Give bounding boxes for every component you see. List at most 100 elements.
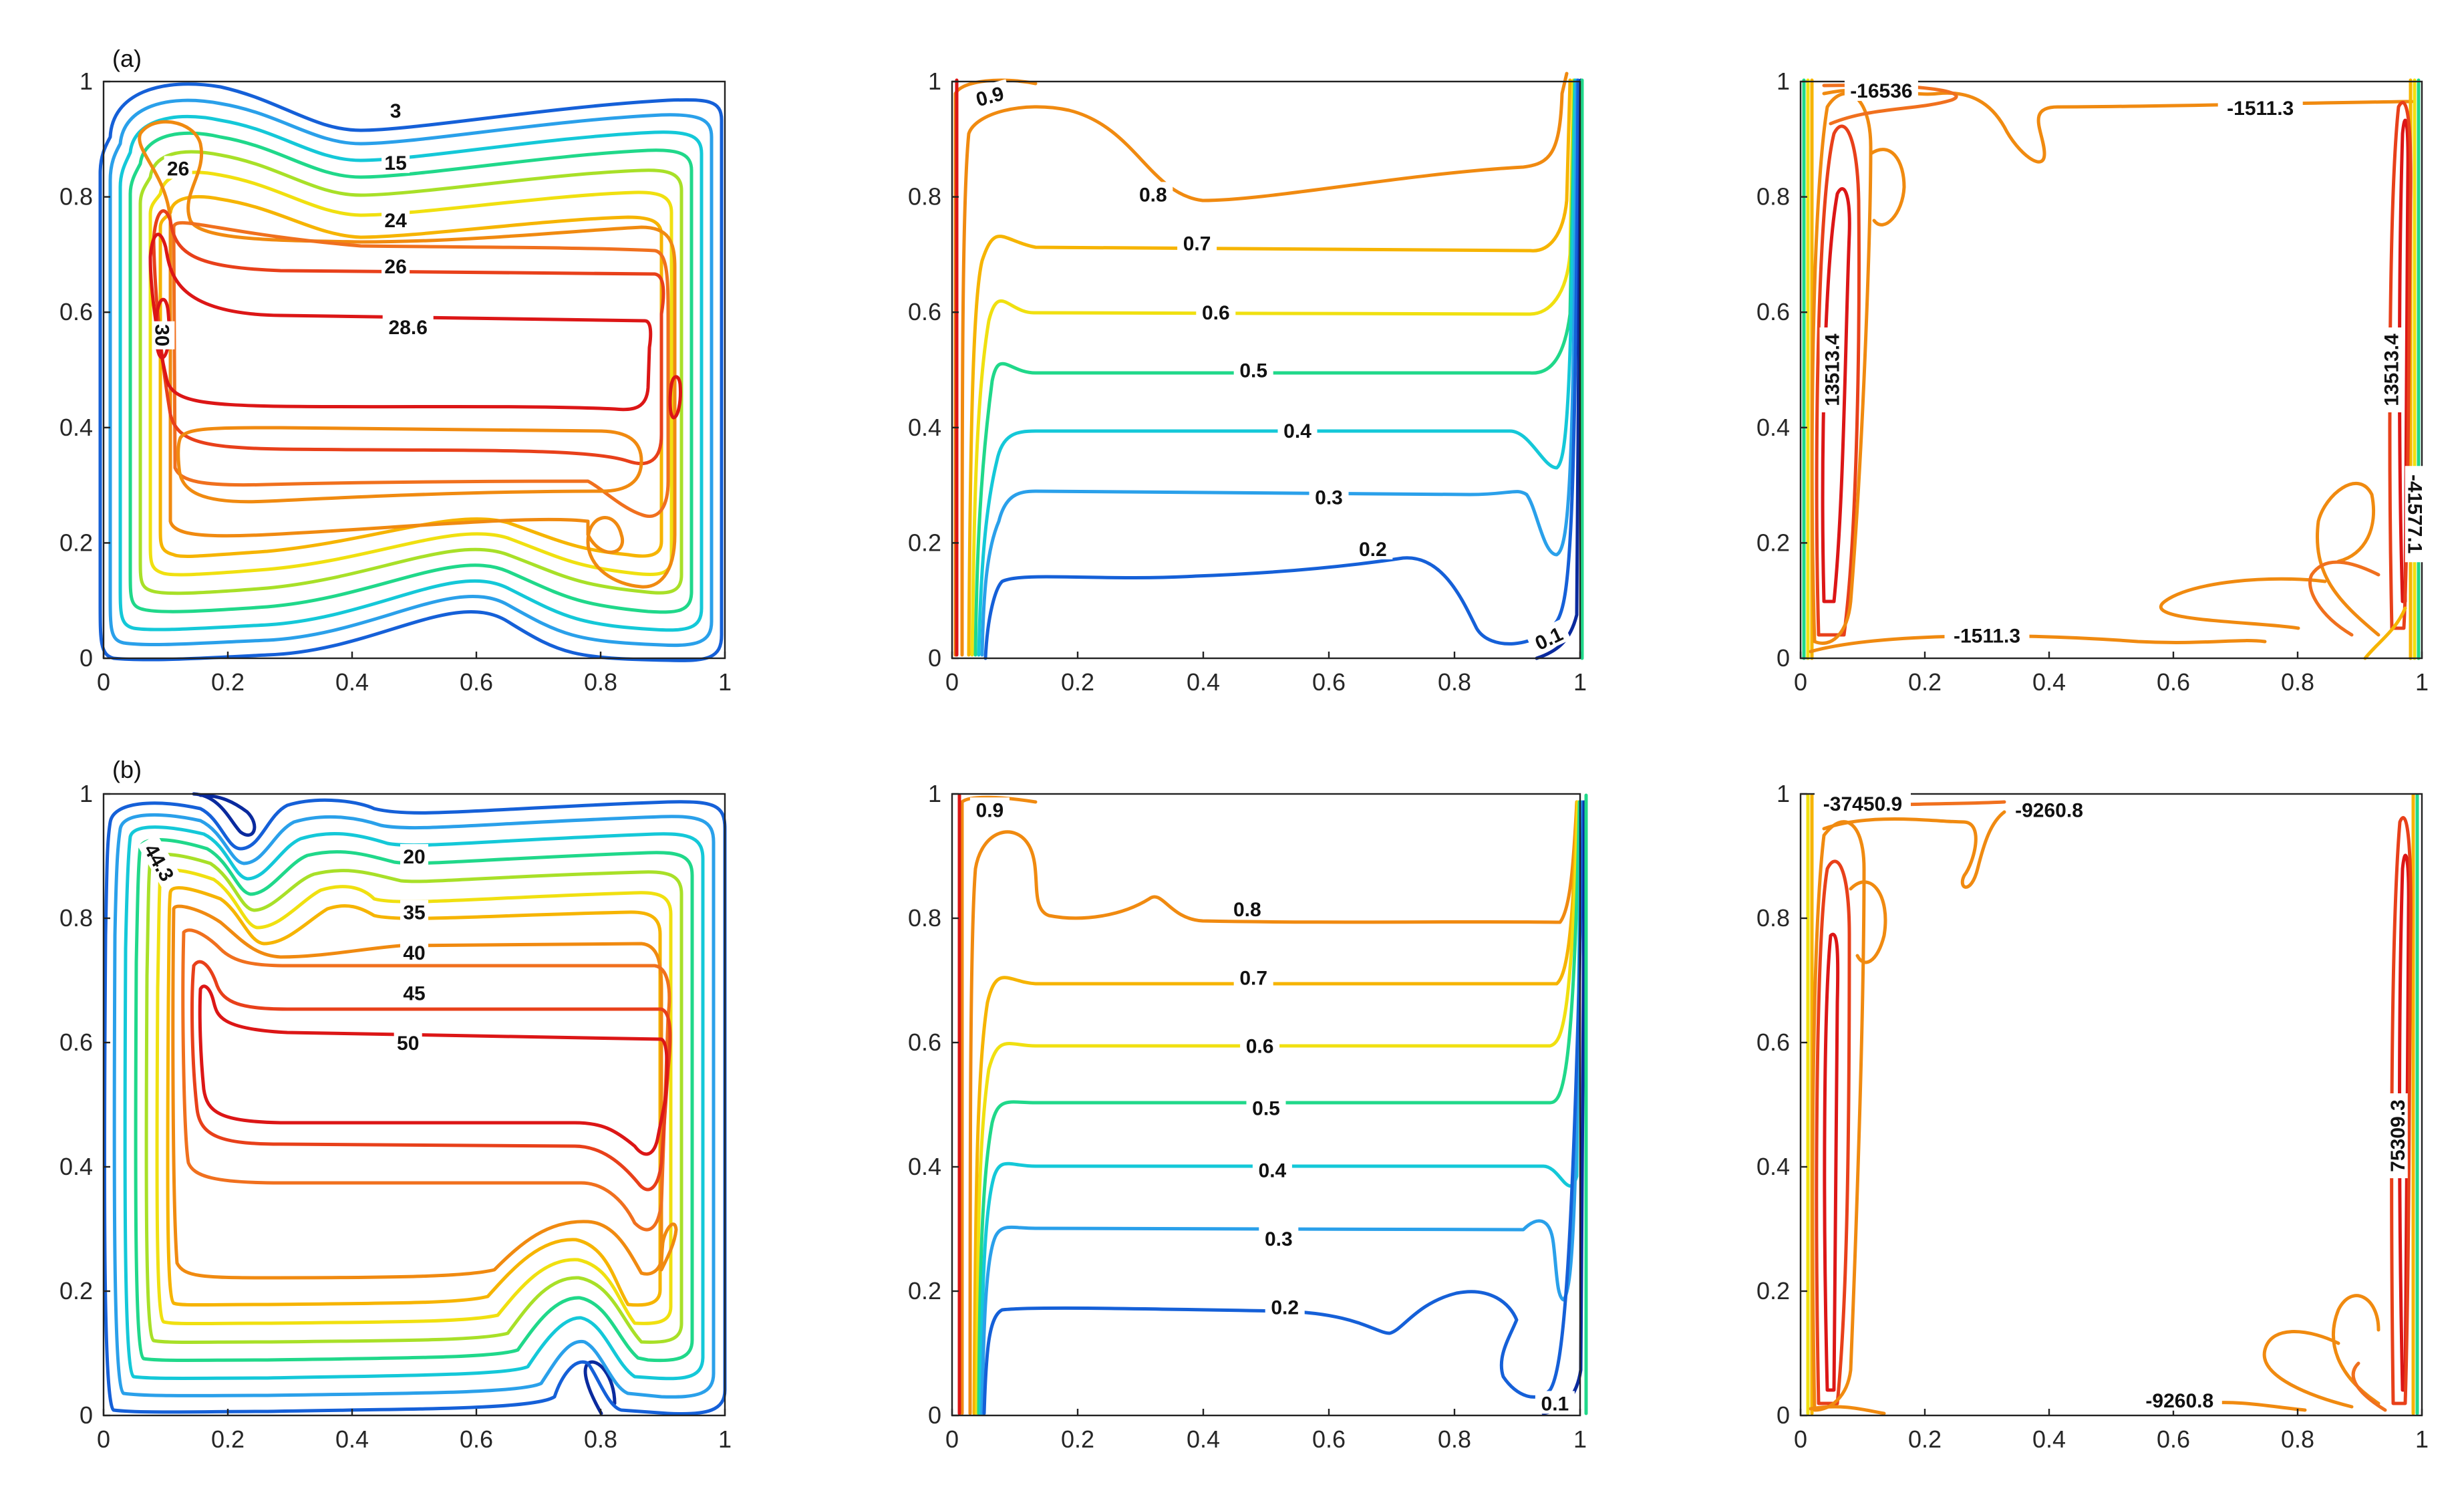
x-tick-label: 1 (1573, 1425, 1587, 1453)
y-tick-label: 1 (80, 780, 93, 807)
y-tick-label: 0 (80, 1401, 93, 1429)
streamline-7 (158, 194, 663, 558)
y-tick-label: 0.8 (1756, 904, 1790, 932)
y-tick-label: 0.6 (1756, 298, 1790, 325)
streamline-b-6 (134, 837, 694, 1363)
streamline-11 (148, 233, 653, 412)
contour-label: 13513.4 (1819, 327, 1844, 412)
contour-label-text: 0.3 (1315, 487, 1343, 509)
contour-label-background (381, 254, 410, 277)
y-tick-label: 0.6 (908, 298, 941, 325)
entropy-right-lobe-1 (2316, 481, 2380, 637)
streamline-b-9 (166, 886, 662, 1307)
isotherm-b-0.6 (975, 800, 1580, 1415)
contour-label: 40 (400, 940, 428, 964)
y-tick-label: 0.2 (59, 1277, 93, 1305)
contour-label-text: 26 (167, 158, 189, 180)
panel-b-streamlines: (b) 0 0.2 0.4 0.6 0.8 100.20.40.60.81 44.3 203… (59, 756, 732, 1453)
contour-label: -1511.3 (1944, 623, 2030, 647)
contour-label-background (152, 321, 175, 350)
contour-label-text: 0.4 (1259, 1160, 1287, 1182)
y-tick-label: 1 (80, 67, 93, 95)
entropy-b-left-lobe (1849, 880, 1887, 964)
contour-label-background (1815, 791, 1911, 814)
contour-label-text: 13513.4 (1822, 333, 1844, 406)
contour-label: 0.2 (1353, 537, 1393, 561)
contour-label-background (1252, 1157, 1292, 1181)
contour-label-text: 0.5 (1239, 360, 1267, 382)
streamline-5 (138, 150, 683, 595)
contour-label: 0.4 (1252, 1157, 1292, 1182)
x-tick-label: 1 (718, 668, 732, 696)
contour-label-text: 75309.3 (2387, 1099, 2409, 1172)
contour-label: 0.5 (1246, 1095, 1286, 1120)
contour-label: -16536 (1844, 78, 1918, 102)
streamline-3 (118, 115, 704, 632)
contour-label-text: -1511.3 (2227, 98, 2294, 120)
contour-label-background (1844, 78, 1918, 101)
x-tick-label: 0.8 (584, 1425, 617, 1453)
contour-label-text: 30 (150, 324, 172, 346)
x-tick-label: 0.6 (2157, 668, 2190, 696)
isotherm-b-0.9 (960, 795, 1038, 1415)
contour-label-text: -37450.9 (1823, 793, 1902, 815)
contour-label: 0.8 (1227, 897, 1267, 921)
streamline-b-8 (155, 868, 673, 1325)
contour-label: 15 (381, 150, 410, 174)
y-tick-label: 0.6 (1756, 1029, 1790, 1056)
x-tick-label: 0.6 (1312, 668, 1346, 696)
streamline-b-13 (198, 984, 669, 1156)
streamline-b-4 (112, 813, 716, 1399)
y-tick-label: 0 (928, 644, 941, 672)
streamline-b-7 (144, 853, 683, 1344)
entropy-left-loop-1 (1821, 187, 1851, 603)
streamline-b-14 (659, 1222, 678, 1272)
contour-label-background (2378, 327, 2402, 412)
contour-label-text: 0.9 (976, 799, 1004, 821)
contour-label: 50 (394, 1031, 422, 1055)
x-tick-label: 0.6 (460, 1425, 493, 1453)
entropy-left-lobe (1869, 148, 1906, 227)
y-tick-label: 0.4 (908, 414, 941, 441)
y-tick-label: 0.6 (59, 298, 93, 325)
contour-label: 24 (381, 208, 410, 232)
streamline-10 (152, 209, 665, 466)
contour-label-background (1535, 1391, 1575, 1414)
isotherm-b-0.7 (972, 800, 1579, 1415)
contour-label-background (1353, 537, 1393, 560)
contour-label: -9260.8 (2006, 797, 2092, 821)
contour-label-text: 0.7 (1239, 967, 1267, 989)
contour-label: 20 (400, 844, 428, 868)
contour-label-background (1525, 619, 1571, 656)
x-tick-label: 0 (97, 1425, 110, 1453)
contour-label-background (1240, 1033, 1280, 1057)
x-tick-label: 0.6 (460, 668, 493, 696)
y-tick-label: 1 (928, 67, 941, 95)
contour-label-text: 24 (384, 210, 407, 232)
contour-label-background (1944, 623, 2030, 646)
contour-label: 26 (381, 254, 410, 278)
entropy-b-bottom (1809, 1405, 1886, 1415)
contour-label: 0.9 (969, 797, 1010, 821)
plot-frame (1799, 80, 2423, 660)
contour-lines (1802, 78, 2421, 660)
contour-lines (98, 82, 724, 662)
contour-label-text: -9260.8 (2015, 799, 2083, 821)
entropy-b-top-1 (1822, 810, 2006, 889)
x-tick-label: 0.8 (584, 668, 617, 696)
x-tick-label: 0.2 (1061, 1425, 1094, 1453)
contour-lines (102, 792, 727, 1416)
x-tick-label: 0.2 (1061, 668, 1094, 696)
contour-label-text: 0.7 (1183, 233, 1211, 255)
contour-label-background (394, 1031, 422, 1053)
contour-label: 0.6 (1196, 300, 1236, 324)
contour-label-text: 0.3 (1265, 1228, 1293, 1250)
contour-label-background (1265, 1294, 1305, 1318)
contour-label-text: -41577.1 (2404, 474, 2426, 553)
y-tick-label: 0.4 (908, 1153, 941, 1180)
contour-label-text: 0.5 (1252, 1098, 1280, 1120)
contour-label: 75309.3 (2384, 1093, 2409, 1178)
x-tick-label: 0.4 (1187, 668, 1220, 696)
contour-label: 30 (150, 321, 175, 350)
contour-label-text: 0.4 (1283, 420, 1312, 442)
